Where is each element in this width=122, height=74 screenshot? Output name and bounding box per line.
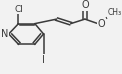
Text: I: I xyxy=(42,55,45,65)
Text: N: N xyxy=(1,29,9,39)
Text: CH₃: CH₃ xyxy=(108,8,122,17)
Text: O: O xyxy=(81,0,89,10)
Text: Cl: Cl xyxy=(14,5,23,14)
Text: O: O xyxy=(98,19,106,29)
